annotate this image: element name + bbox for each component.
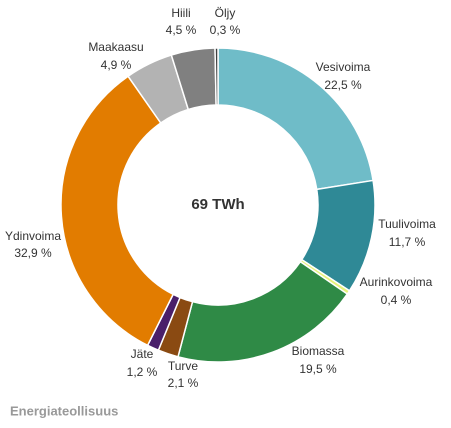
segment-label: Maakaasu (88, 40, 143, 54)
segment-value-label: 22,5 % (324, 78, 362, 92)
segment-label: Öljy (215, 6, 236, 20)
segment-label: Jäte (131, 347, 154, 361)
segment-value-label: 11,7 % (389, 235, 426, 249)
donut-segment (214, 47, 219, 106)
center-text: 69 TWh (191, 196, 244, 213)
segment-label: Turve (168, 359, 199, 373)
segment-value-label: 0,3 % (210, 23, 241, 37)
source: Energiateollisuus (10, 403, 118, 418)
segment-value-label: 2,1 % (168, 376, 199, 390)
segment-value-label: 1,2 % (127, 365, 158, 379)
segment-label: Biomassa (292, 344, 345, 358)
segment-value-label: 19,5 % (299, 362, 337, 376)
segment-label: Ydinvoima (5, 229, 61, 243)
segment-label: Vesivoima (316, 60, 371, 74)
segment-value-label: 0,4 % (381, 293, 412, 307)
segment-label: Tuulivoima (378, 217, 436, 231)
segment-label: Aurinkovoima (360, 275, 433, 289)
segment-value-label: 4,5 % (166, 23, 197, 37)
segment-value-label: 32,9 % (14, 246, 52, 260)
segment-label: Hiili (171, 6, 190, 20)
donut-segment (217, 47, 374, 191)
segment-value-label: 4,9 % (101, 58, 132, 72)
donut-segment (60, 75, 175, 347)
